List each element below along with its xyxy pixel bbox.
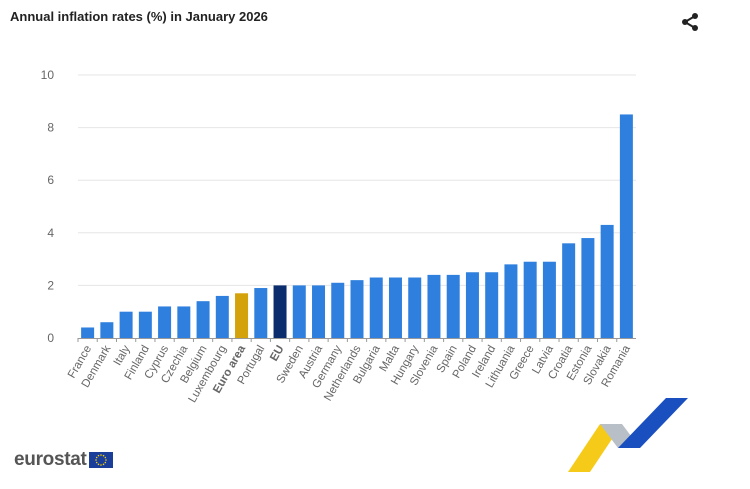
eurostat-logo: eurostat bbox=[14, 449, 113, 471]
bar bbox=[562, 243, 576, 338]
bar bbox=[177, 306, 191, 338]
bar bbox=[254, 288, 268, 338]
bar bbox=[350, 280, 364, 338]
bar bbox=[581, 238, 595, 338]
bar bbox=[446, 274, 460, 338]
x-tick-label: EU bbox=[268, 344, 286, 364]
bar bbox=[542, 261, 556, 338]
bar bbox=[600, 224, 614, 338]
bar bbox=[292, 285, 306, 338]
logo-text: eurostat bbox=[14, 449, 87, 470]
chart-title: Annual inflation rates (%) in January 20… bbox=[10, 9, 268, 24]
y-tick-label: 6 bbox=[47, 173, 54, 187]
bar bbox=[196, 301, 210, 338]
bar bbox=[273, 285, 287, 338]
bar bbox=[465, 272, 479, 338]
bar bbox=[100, 322, 114, 338]
share-icon[interactable] bbox=[680, 12, 700, 32]
bar bbox=[81, 327, 95, 338]
y-tick-label: 2 bbox=[47, 278, 54, 292]
eu-flag-icon bbox=[88, 452, 113, 468]
y-tick-label: 10 bbox=[41, 68, 55, 82]
bar bbox=[119, 311, 133, 338]
bar bbox=[369, 277, 383, 338]
bar bbox=[523, 261, 537, 338]
bar bbox=[138, 311, 152, 338]
y-tick-label: 8 bbox=[47, 121, 54, 135]
bar bbox=[485, 272, 499, 338]
bar bbox=[235, 293, 249, 338]
bar bbox=[427, 274, 441, 338]
bar bbox=[331, 282, 345, 338]
bar-chart: 0246810FranceDenmarkItalyFinlandCyprusCz… bbox=[41, 68, 636, 405]
bar bbox=[388, 277, 402, 338]
bar bbox=[215, 295, 229, 338]
y-tick-label: 0 bbox=[47, 331, 54, 345]
y-tick-label: 4 bbox=[47, 226, 54, 240]
bar bbox=[158, 306, 172, 338]
decorative-ribbon bbox=[568, 398, 688, 472]
bar bbox=[408, 277, 422, 338]
bar bbox=[504, 264, 518, 338]
bar bbox=[619, 114, 633, 338]
bar bbox=[312, 285, 326, 338]
